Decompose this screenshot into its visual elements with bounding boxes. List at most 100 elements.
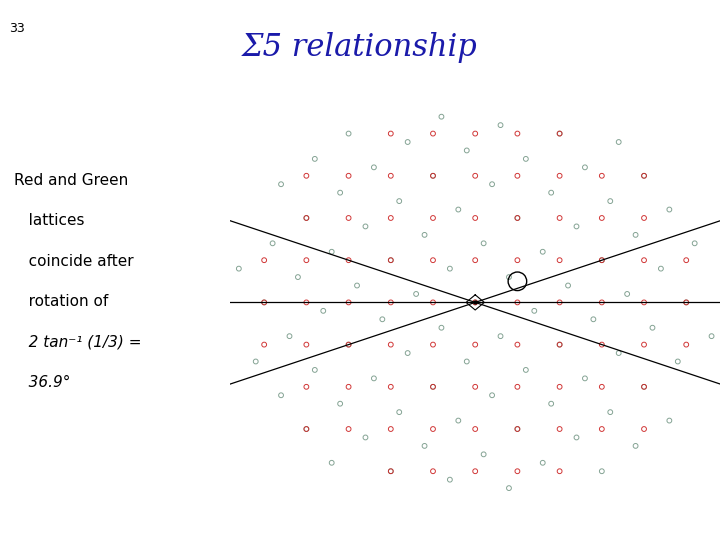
- Point: [630, 442, 642, 450]
- Point: [343, 129, 354, 138]
- Point: [334, 400, 346, 408]
- Point: [343, 256, 354, 265]
- Point: [469, 340, 481, 349]
- Point: [334, 188, 346, 197]
- Point: [596, 214, 608, 222]
- Point: [469, 256, 481, 265]
- Point: [301, 340, 312, 349]
- Point: [284, 332, 295, 341]
- Point: [343, 382, 354, 391]
- Point: [436, 323, 447, 332]
- Point: [664, 416, 675, 425]
- Point: [638, 382, 649, 391]
- Point: [360, 433, 372, 442]
- Point: [258, 298, 270, 307]
- Point: [520, 366, 531, 374]
- Point: [613, 349, 624, 357]
- Point: [537, 247, 549, 256]
- Point: [571, 433, 582, 442]
- Point: [512, 214, 523, 222]
- Point: [444, 475, 456, 484]
- Point: [377, 315, 388, 323]
- Point: [368, 163, 379, 172]
- Point: [546, 400, 557, 408]
- Point: [655, 264, 667, 273]
- Point: [343, 424, 354, 433]
- Point: [478, 239, 490, 248]
- Point: [512, 424, 523, 433]
- Point: [385, 256, 397, 265]
- Point: [326, 247, 338, 256]
- Point: [528, 307, 540, 315]
- Point: [512, 424, 523, 433]
- Text: 36.9°: 36.9°: [14, 375, 71, 390]
- Point: [638, 298, 649, 307]
- Point: [638, 172, 649, 180]
- Point: [267, 239, 279, 248]
- Point: [512, 256, 523, 265]
- Point: [562, 281, 574, 290]
- Point: [554, 129, 565, 138]
- Point: [385, 424, 397, 433]
- Point: [621, 289, 633, 298]
- Point: [343, 340, 354, 349]
- Point: [478, 450, 490, 458]
- Point: [664, 205, 675, 214]
- Point: [469, 214, 481, 222]
- Point: [495, 121, 506, 130]
- Point: [301, 256, 312, 265]
- Point: [385, 172, 397, 180]
- Point: [343, 172, 354, 180]
- Text: coincide after: coincide after: [14, 254, 134, 269]
- Point: [689, 239, 701, 248]
- Point: [427, 256, 438, 265]
- Point: [469, 298, 481, 307]
- Point: [301, 382, 312, 391]
- Point: [520, 154, 531, 163]
- Point: [461, 146, 472, 155]
- Point: [554, 298, 565, 307]
- Point: [453, 416, 464, 425]
- Point: [554, 340, 565, 349]
- Point: [360, 222, 372, 231]
- Point: [680, 298, 692, 307]
- Point: [596, 340, 608, 349]
- Point: [385, 382, 397, 391]
- Point: [326, 458, 338, 467]
- Point: [596, 424, 608, 433]
- Point: [486, 180, 498, 188]
- Point: [309, 154, 320, 163]
- Point: [579, 374, 590, 383]
- Point: [351, 281, 363, 290]
- Point: [503, 484, 515, 492]
- Point: [605, 197, 616, 205]
- Point: [554, 129, 565, 138]
- Point: [546, 188, 557, 197]
- Point: [554, 467, 565, 476]
- Point: [427, 467, 438, 476]
- Point: [596, 256, 608, 265]
- Point: [309, 366, 320, 374]
- Point: [436, 112, 447, 121]
- Point: [512, 214, 523, 222]
- Point: [638, 214, 649, 222]
- Point: [469, 129, 481, 138]
- Point: [393, 197, 405, 205]
- Text: 2 tan⁻¹ (1/3) =: 2 tan⁻¹ (1/3) =: [14, 335, 142, 350]
- Point: [385, 214, 397, 222]
- Point: [385, 298, 397, 307]
- Point: [419, 231, 431, 239]
- Point: [596, 382, 608, 391]
- Point: [512, 382, 523, 391]
- Point: [427, 129, 438, 138]
- Point: [469, 172, 481, 180]
- Point: [554, 424, 565, 433]
- Point: [343, 298, 354, 307]
- Point: [638, 424, 649, 433]
- Point: [486, 391, 498, 400]
- Point: [596, 467, 608, 476]
- Point: [453, 205, 464, 214]
- Point: [638, 340, 649, 349]
- Point: [301, 172, 312, 180]
- Point: [672, 357, 683, 366]
